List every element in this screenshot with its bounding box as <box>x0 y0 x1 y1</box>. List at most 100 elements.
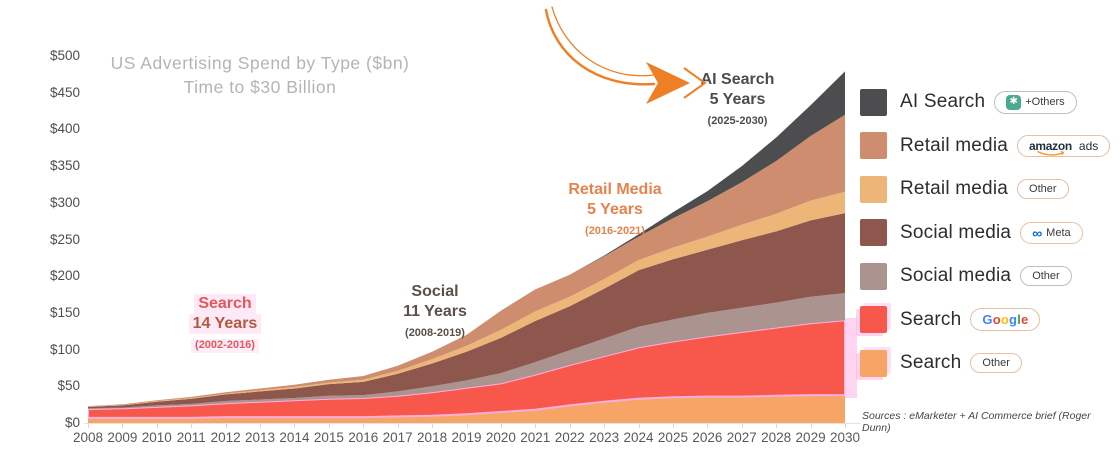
x-axis-tick-label: 2026 <box>692 430 723 445</box>
x-axis-tick-mark <box>604 424 606 428</box>
legend-row-search-google: Search Google <box>860 306 1110 334</box>
area-series-search-google- <box>88 319 845 419</box>
y-axis-tick-label: $400 <box>49 121 80 137</box>
y-axis-tick-label: $50 <box>57 378 80 394</box>
x-axis-tick-label: 2018 <box>417 430 448 445</box>
annotation-retail-title: Retail Media <box>568 181 662 198</box>
annotation-ai-search: AI Search 5 Years (2025-2030) <box>665 70 810 130</box>
legend-row-ai-search: AI Search ✱ +Others <box>860 88 1110 116</box>
area-series-social-media-other- <box>88 293 845 410</box>
stacked-area-chart <box>88 71 845 423</box>
y-axis-tick-label: $450 <box>49 84 80 100</box>
x-axis-tick-label: 2028 <box>761 430 792 445</box>
y-axis-tick-label: $300 <box>49 194 80 210</box>
legend-swatch-ai-search <box>860 88 887 116</box>
y-axis-tick-label: $500 <box>49 48 80 63</box>
badge-social-other: Other <box>1020 266 1072 286</box>
legend-label: Search <box>900 352 962 373</box>
legend-label: Social media <box>900 265 1012 286</box>
x-axis-tick-mark <box>294 424 296 428</box>
badge-retail-other: Other <box>1017 179 1069 199</box>
x-axis-tick-label: 2019 <box>451 430 482 445</box>
annotation-social: Social 11 Years (2008-2019) <box>360 282 510 342</box>
legend-row-social-meta: Social media ∞ Meta <box>860 219 1110 247</box>
badge-google: Google <box>970 308 1041 331</box>
x-axis-tick-mark <box>776 424 778 428</box>
y-axis-tick-label: $350 <box>49 158 80 174</box>
x-axis-tick-label: 2027 <box>726 430 757 445</box>
x-axis-tick-mark <box>88 424 89 428</box>
y-axis-tick-label: $150 <box>49 304 80 320</box>
legend-swatch-social-meta <box>860 219 887 246</box>
x-axis-tick-mark <box>260 424 262 428</box>
x-axis-tick-label: 2020 <box>485 430 516 445</box>
meta-logo-icon: ∞ <box>1032 224 1043 241</box>
chart-title-line2: Time to $30 Billion <box>183 76 337 97</box>
amazon-word-text: amazon <box>1029 138 1072 153</box>
x-axis-tick-label: 2014 <box>279 430 310 445</box>
legend-label: Retail media <box>900 178 1009 199</box>
y-axis-tick-label: $0 <box>64 415 80 430</box>
badge-ai-others: ✱ +Others <box>994 90 1077 114</box>
x-axis-tick-mark <box>741 424 743 428</box>
legend: AI Search ✱ +Others Retail media amazon … <box>860 88 1111 377</box>
x-axis-line <box>84 423 860 424</box>
x-axis-tick-mark <box>397 424 399 428</box>
legend-label: Social media <box>900 221 1012 243</box>
x-axis-tick-label: 2009 <box>107 430 138 445</box>
x-axis-tick-mark <box>810 424 812 428</box>
legend-row-social-other: Social media Other <box>860 262 1110 290</box>
legend-label: AI Search <box>900 91 986 112</box>
amazon-logo-icon: amazon <box>1029 138 1072 156</box>
y-axis-tick-label: $250 <box>49 231 80 247</box>
search-highlight-edge <box>845 318 857 398</box>
amazon-ads-text: ads <box>1078 138 1099 153</box>
annotation-search: Search 14 Years (2002-2016) <box>150 294 300 354</box>
x-axis-tick-label: 2025 <box>657 430 688 445</box>
annotation-ai-title: AI Search <box>700 71 775 88</box>
x-axis-tick-label: 2023 <box>589 430 620 445</box>
x-axis-tick-label: 2021 <box>520 430 551 445</box>
annotation-social-years: 11 Years <box>403 303 467 320</box>
legend-swatch-search-other <box>860 349 887 377</box>
annotation-ai-range: (2025-2030) <box>707 115 768 127</box>
x-axis-tick-label: 2015 <box>313 430 344 445</box>
area-series-search-other- <box>88 395 845 423</box>
x-axis-tick-label: 2013 <box>245 430 276 445</box>
legend-swatch-retail-other <box>860 175 887 203</box>
x-axis-tick-mark <box>122 424 124 428</box>
x-axis-tick-mark <box>845 424 846 428</box>
legend-row-search-other: Search Other <box>860 349 1110 377</box>
legend-swatch-social-other <box>860 262 887 290</box>
x-axis-tick-mark <box>638 424 640 428</box>
legend-row-retail-amazon: Retail media amazon ads <box>860 132 1111 160</box>
legend-label: Retail media <box>900 134 1009 156</box>
badge-text: +Others <box>1025 96 1065 108</box>
x-axis-tick-label: 2022 <box>554 430 585 445</box>
x-axis-tick-label: 2016 <box>348 430 379 445</box>
x-axis-tick-mark <box>569 424 571 428</box>
legend-swatch-retail-amazon <box>860 132 887 159</box>
annotation-ai-years: 5 Years <box>709 91 766 108</box>
annotation-search-range: (2002-2016) <box>191 339 259 353</box>
annotation-social-range: (2008-2019) <box>405 327 465 339</box>
x-axis-tick-mark <box>466 424 468 428</box>
amazon-smile-icon <box>1037 150 1065 156</box>
x-axis-tick-mark <box>328 424 330 428</box>
badge-text: Meta <box>1046 226 1071 239</box>
x-axis-tick-mark <box>191 424 193 428</box>
x-axis-tick-label: 2011 <box>176 430 206 445</box>
legend-label: Search <box>900 308 962 330</box>
x-axis-tick-label: 2010 <box>141 430 172 445</box>
legend-swatch-search-google <box>860 306 887 333</box>
annotation-retail-media: Retail Media 5 Years (2016-2021) <box>535 180 695 240</box>
google-logo-icon: Google <box>982 312 1029 327</box>
chart-title-line1: US Advertising Spend by Type ($bn) <box>110 53 410 73</box>
badge-search-other: Other <box>970 353 1022 373</box>
area-series-social-media-meta- <box>88 213 845 409</box>
x-axis-tick-label: 2012 <box>210 430 241 445</box>
curved-arrow-icon <box>544 6 707 104</box>
annotation-search-years: 14 Years <box>188 314 262 334</box>
y-axis-tick-label: $100 <box>49 341 80 357</box>
